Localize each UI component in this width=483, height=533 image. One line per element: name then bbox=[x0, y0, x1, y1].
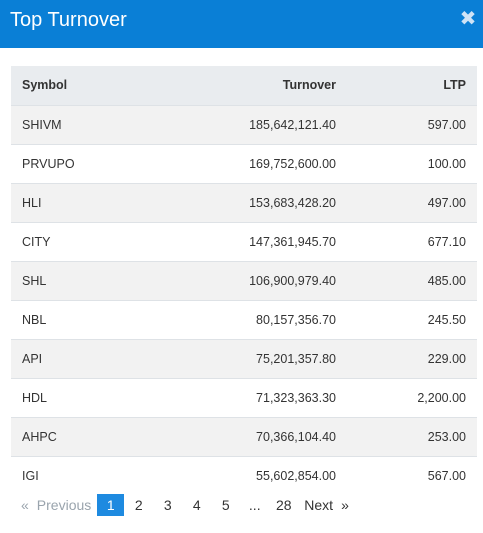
table-row[interactable]: IGI 55,602,854.00 567.00 bbox=[11, 456, 477, 495]
cell-ltp: 2,200.00 bbox=[417, 390, 466, 405]
table-header-row: Symbol Turnover LTP bbox=[11, 66, 477, 105]
next-label: Next bbox=[304, 497, 334, 513]
double-chevron-right-icon: » bbox=[341, 497, 349, 513]
pagination: « Previous 1 2 3 4 5 ... 28 Next » bbox=[11, 494, 355, 516]
column-header-turnover[interactable]: Turnover bbox=[282, 78, 336, 93]
cell-turnover: 70,366,104.40 bbox=[256, 429, 336, 444]
cell-ltp: 245.50 bbox=[427, 312, 466, 327]
cell-symbol[interactable]: SHL bbox=[22, 273, 47, 288]
column-header-symbol[interactable]: Symbol bbox=[22, 78, 68, 93]
cell-symbol[interactable]: HLI bbox=[22, 195, 42, 210]
page-button-3[interactable]: 3 bbox=[163, 497, 172, 513]
cell-symbol[interactable]: API bbox=[22, 351, 43, 366]
cell-ltp: 253.00 bbox=[427, 429, 466, 444]
previous-page-button[interactable]: « Previous bbox=[11, 494, 97, 516]
cell-turnover: 153,683,428.20 bbox=[249, 195, 336, 210]
cell-symbol[interactable]: AHPC bbox=[22, 429, 57, 444]
cell-symbol[interactable]: CITY bbox=[22, 234, 51, 249]
double-chevron-left-icon: « bbox=[21, 497, 29, 513]
cell-symbol[interactable]: PRVUPO bbox=[22, 156, 75, 171]
page-button-5[interactable]: 5 bbox=[221, 497, 230, 513]
table-row[interactable]: SHL 106,900,979.40 485.00 bbox=[11, 261, 477, 300]
modal-header: Top Turnover ✖ bbox=[0, 0, 483, 48]
cell-turnover: 185,642,121.40 bbox=[249, 117, 336, 132]
previous-label: Previous bbox=[36, 497, 92, 513]
cell-ltp: 229.00 bbox=[427, 351, 466, 366]
modal-title: Top Turnover bbox=[10, 9, 127, 31]
cell-symbol[interactable]: HDL bbox=[22, 390, 48, 405]
next-page-button[interactable]: Next » bbox=[298, 494, 355, 516]
cell-turnover: 147,361,945.70 bbox=[249, 234, 336, 249]
cell-turnover: 106,900,979.40 bbox=[249, 273, 336, 288]
table-row[interactable]: HDL 71,323,363.30 2,200.00 bbox=[11, 378, 477, 417]
cell-turnover: 75,201,357.80 bbox=[256, 351, 336, 366]
page-button-2[interactable]: 2 bbox=[134, 497, 143, 513]
cell-symbol[interactable]: IGI bbox=[22, 468, 39, 483]
page-button-1[interactable]: 1 bbox=[97, 494, 125, 516]
cell-ltp: 567.00 bbox=[427, 468, 466, 483]
table-row[interactable]: SHIVM 185,642,121.40 597.00 bbox=[11, 105, 477, 144]
table-row[interactable]: HLI 153,683,428.20 497.00 bbox=[11, 183, 477, 222]
cell-ltp: 677.10 bbox=[427, 234, 466, 249]
cell-ltp: 597.00 bbox=[427, 117, 466, 132]
table-row[interactable]: API 75,201,357.80 229.00 bbox=[11, 339, 477, 378]
page-button-28[interactable]: 28 bbox=[275, 497, 292, 513]
pagination-ellipsis: ... bbox=[248, 497, 261, 513]
cell-turnover: 169,752,600.00 bbox=[249, 156, 336, 171]
cell-ltp: 497.00 bbox=[427, 195, 466, 210]
cell-turnover: 71,323,363.30 bbox=[256, 390, 336, 405]
page-button-4[interactable]: 4 bbox=[192, 497, 201, 513]
cell-turnover: 55,602,854.00 bbox=[256, 468, 336, 483]
cell-ltp: 485.00 bbox=[427, 273, 466, 288]
cell-turnover: 80,157,356.70 bbox=[256, 312, 336, 327]
column-header-ltp[interactable]: LTP bbox=[443, 78, 466, 93]
table-row[interactable]: CITY 147,361,945.70 677.10 bbox=[11, 222, 477, 261]
table-row[interactable]: AHPC 70,366,104.40 253.00 bbox=[11, 417, 477, 456]
close-icon[interactable]: ✖ bbox=[459, 8, 477, 30]
turnover-table-container: Symbol Turnover LTP SHIVM 185,642,121.40… bbox=[11, 66, 477, 495]
table-row[interactable]: NBL 80,157,356.70 245.50 bbox=[11, 300, 477, 339]
cell-ltp: 100.00 bbox=[427, 156, 466, 171]
turnover-table: Symbol Turnover LTP SHIVM 185,642,121.40… bbox=[11, 66, 477, 495]
cell-symbol[interactable]: SHIVM bbox=[22, 117, 62, 132]
cell-symbol[interactable]: NBL bbox=[22, 312, 47, 327]
table-row[interactable]: PRVUPO 169,752,600.00 100.00 bbox=[11, 144, 477, 183]
